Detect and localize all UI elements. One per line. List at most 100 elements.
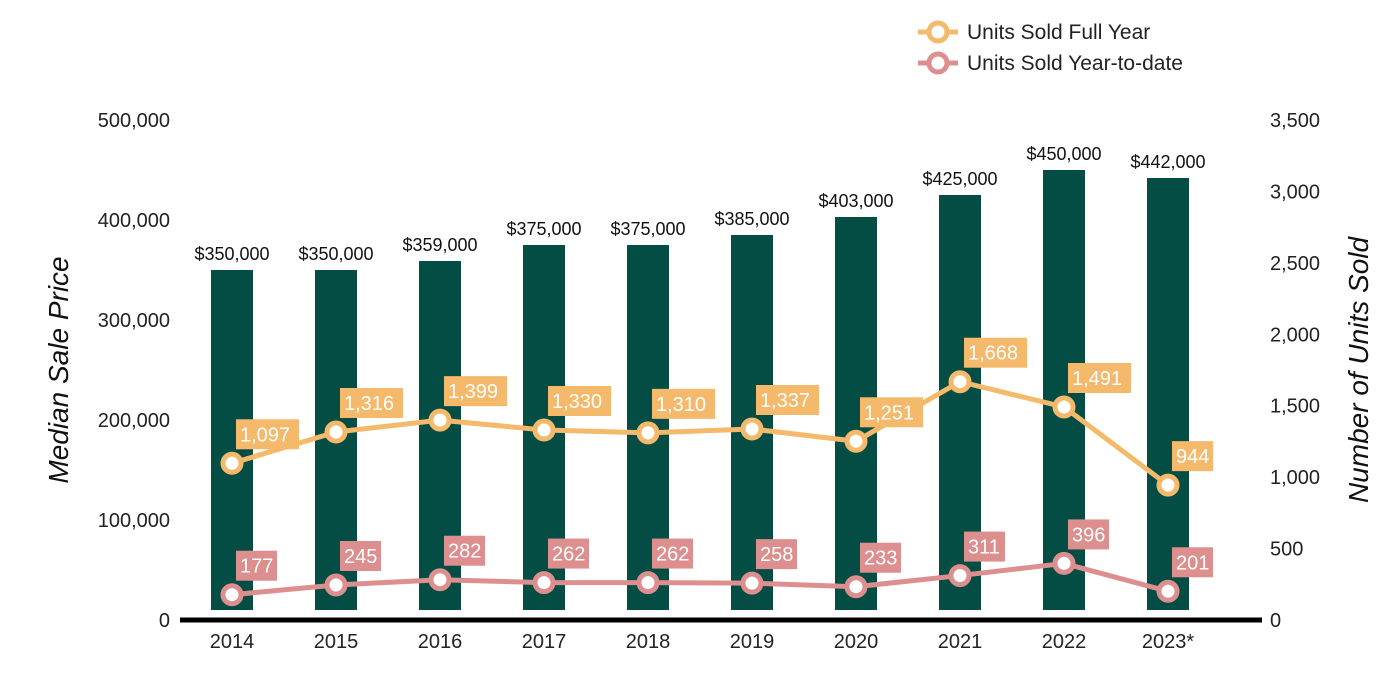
ytd-point bbox=[220, 583, 244, 607]
y-tick-label-right: 500 bbox=[1270, 539, 1303, 561]
full-year-label: 1,399 bbox=[448, 381, 498, 403]
ytd-label-box bbox=[548, 538, 589, 569]
ytd-label: 311 bbox=[968, 537, 1000, 559]
legend-label: Units Sold Full Year bbox=[967, 21, 1150, 44]
ytd-label-box bbox=[340, 541, 381, 571]
x-tick-label: 2015 bbox=[314, 631, 359, 653]
price-bar-label: $425,000 bbox=[922, 169, 997, 189]
legend: Units Sold Full Year Units Sold Year-to-d… bbox=[918, 20, 1183, 75]
ytd-point bbox=[532, 571, 556, 595]
legend-label: Units Sold Year-to-date bbox=[967, 52, 1183, 75]
x-tick-label: 2022 bbox=[1042, 631, 1087, 653]
full-year-point bbox=[1052, 395, 1076, 419]
ytd-label: 258 bbox=[760, 544, 793, 566]
y-tick-label-left: 300,000 bbox=[98, 310, 170, 332]
ytd-label: 233 bbox=[864, 548, 897, 570]
full-year-label: 1,097 bbox=[240, 424, 290, 446]
full-year-label: 1,251 bbox=[864, 402, 914, 424]
ytd-label: 262 bbox=[552, 544, 585, 566]
price-bar-label: $359,000 bbox=[402, 235, 477, 255]
price-bar-label: $450,000 bbox=[1026, 144, 1101, 164]
axes-group: 2014 2015 2016 2017 2018 2019 2020 2021 2022 2023… bbox=[98, 110, 1320, 653]
y-tick-label-right: 2,500 bbox=[1270, 253, 1320, 275]
lines-group: 1,097 1,316 1,399 1,330 1,310 1,337 1,251 1,668… bbox=[220, 337, 1213, 607]
full-year-point bbox=[844, 429, 868, 453]
full-year-label-box bbox=[340, 388, 403, 418]
ytd-label-box bbox=[652, 538, 693, 569]
y-tick-label-left: 500,000 bbox=[98, 110, 170, 132]
y-tick-label-left: 200,000 bbox=[98, 410, 170, 432]
x-tick-label: 2021 bbox=[938, 631, 983, 653]
full-year-label: 1,310 bbox=[656, 394, 706, 416]
full-year-label: 1,337 bbox=[760, 390, 810, 412]
full-year-point bbox=[740, 417, 764, 441]
price-bar-label: $403,000 bbox=[818, 191, 893, 211]
full-year-label-box bbox=[756, 385, 819, 415]
full-year-point bbox=[948, 370, 972, 394]
y-axis-title-right: Number of Units Sold bbox=[1343, 236, 1374, 504]
x-tick-label: 2019 bbox=[730, 631, 775, 653]
price-bar-label: $385,000 bbox=[714, 209, 789, 229]
ytd-point bbox=[636, 571, 660, 595]
price-bar-label: $442,000 bbox=[1130, 152, 1205, 172]
ytd-label-box bbox=[756, 539, 797, 570]
x-tick-label: 2017 bbox=[522, 631, 567, 653]
ytd-label: 201 bbox=[1176, 552, 1209, 574]
x-tick-label: 2020 bbox=[834, 631, 879, 653]
price-bar-label: $350,000 bbox=[298, 244, 373, 264]
full-year-point bbox=[324, 420, 348, 444]
full-year-point bbox=[636, 421, 660, 445]
full-year-point bbox=[220, 451, 244, 475]
full-year-point bbox=[428, 408, 452, 432]
full-year-label: 1,491 bbox=[1072, 368, 1122, 390]
full-year-label-box bbox=[236, 419, 299, 450]
x-tick-label: 2016 bbox=[418, 631, 463, 653]
ytd-label: 177 bbox=[240, 556, 273, 578]
ytd-label: 396 bbox=[1072, 524, 1105, 546]
legend-point-marker bbox=[926, 20, 950, 44]
y-tick-label-left: 100,000 bbox=[98, 510, 170, 532]
bars-group: $350,000 $350,000 $359,000 $375,000 $375,000… bbox=[194, 144, 1206, 610]
ytd-line bbox=[231, 560, 1169, 598]
full-year-point bbox=[1156, 473, 1180, 497]
full-year-label-box bbox=[652, 388, 715, 419]
y-tick-label-right: 2,000 bbox=[1270, 324, 1320, 346]
ytd-point bbox=[844, 575, 868, 599]
legend-point-marker bbox=[926, 51, 950, 75]
ytd-point bbox=[1052, 551, 1076, 575]
price-bar-label: $375,000 bbox=[610, 219, 685, 239]
ytd-label-box bbox=[444, 535, 485, 566]
y-tick-label-left: 400,000 bbox=[98, 210, 170, 232]
ytd-label-box bbox=[236, 550, 277, 581]
y-tick-label-right: 3,000 bbox=[1270, 181, 1320, 203]
full-year-label: 944 bbox=[1176, 446, 1209, 468]
ytd-label: 262 bbox=[656, 544, 689, 566]
full-year-label-box bbox=[444, 376, 507, 407]
full-year-label: 1,668 bbox=[968, 343, 1018, 365]
full-year-label: 1,330 bbox=[552, 391, 602, 413]
y-tick-label-left: 0 bbox=[159, 610, 170, 632]
ytd-label: 282 bbox=[448, 541, 481, 563]
full-year-label-box bbox=[1172, 441, 1213, 472]
x-tick-label: 2023* bbox=[1142, 631, 1194, 653]
ytd-point bbox=[1156, 579, 1180, 603]
full-year-label-box bbox=[964, 337, 1027, 368]
ytd-label-box bbox=[1172, 547, 1213, 578]
full-year-label-box bbox=[1068, 363, 1131, 393]
y-tick-label-right: 3,500 bbox=[1270, 110, 1320, 132]
full-year-line bbox=[231, 379, 1170, 488]
ytd-point bbox=[428, 568, 452, 592]
y-tick-label-right: 1,000 bbox=[1270, 467, 1320, 489]
ytd-point bbox=[324, 573, 348, 597]
full-year-point bbox=[532, 418, 556, 442]
y-axis-title-left: Median Sale Price bbox=[43, 256, 74, 483]
y-tick-label-right: 1,500 bbox=[1270, 396, 1320, 418]
ytd-label-box bbox=[860, 542, 901, 573]
ytd-label-box bbox=[964, 531, 1005, 562]
full-year-label-box bbox=[860, 397, 923, 428]
ytd-point bbox=[740, 571, 764, 595]
price-bar-label: $375,000 bbox=[506, 219, 581, 239]
price-bar-label: $350,000 bbox=[194, 244, 269, 264]
ytd-label-box bbox=[1068, 519, 1109, 550]
